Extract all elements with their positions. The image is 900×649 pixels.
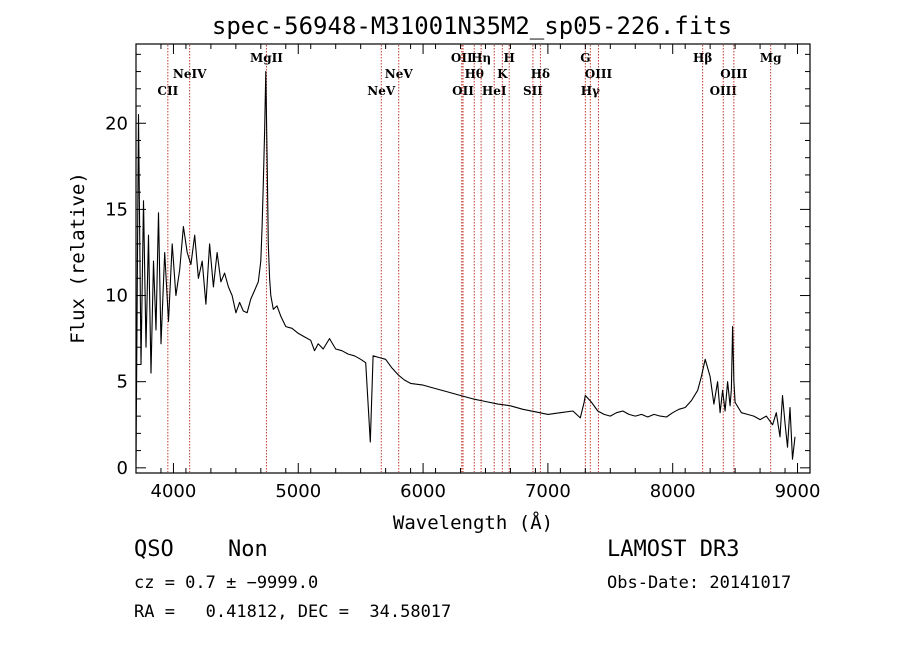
plot-frame xyxy=(135,43,811,474)
line-label-11: H xyxy=(504,51,515,65)
chart-title: spec-56948-M31001N35M2_sp05-226.fits xyxy=(212,12,732,40)
line-label-14: G xyxy=(580,51,590,65)
flux-line xyxy=(135,71,796,463)
line-label-0: CII xyxy=(157,84,178,98)
x-axis-label: Wavelength (Å) xyxy=(393,511,553,534)
line-label-2: MgII xyxy=(250,51,283,65)
x-tick-label-1: 5000 xyxy=(275,481,321,502)
line-label-16: OIII xyxy=(585,67,613,81)
line-label-9: HeI xyxy=(482,84,507,98)
x-tick-label-2: 6000 xyxy=(400,481,446,502)
survey-name: LAMOST DR3 xyxy=(607,537,740,562)
line-label-15: Hγ xyxy=(581,84,600,98)
y-tick-label-0: 0 xyxy=(117,458,128,479)
x-tick-label-4: 8000 xyxy=(650,481,696,502)
line-label-6: OII xyxy=(452,84,474,98)
object-class: QSO xyxy=(134,537,174,562)
coordinates: RA = 0.41812, DEC = 34.58017 xyxy=(134,602,452,622)
line-label-12: SII xyxy=(523,84,543,98)
line-label-17: Hβ xyxy=(693,51,712,65)
y-tick-label-1: 5 xyxy=(117,372,128,393)
x-tick-label-3: 7000 xyxy=(525,481,571,502)
observation-date: Obs-Date: 20141017 xyxy=(607,573,792,593)
object-subclass: Non xyxy=(228,537,268,562)
line-label-20: Mg xyxy=(760,51,782,65)
line-label-1: NeIV xyxy=(173,67,207,81)
x-tick-label-0: 4000 xyxy=(151,481,197,502)
line-label-7: Hθ xyxy=(465,67,484,81)
y-tick-label-2: 10 xyxy=(105,286,128,307)
redshift-cz: cz = 0.7 ± −9999.0 xyxy=(134,573,319,593)
line-label-10: K xyxy=(497,67,508,81)
flux-series xyxy=(135,71,796,463)
y-tick-label-4: 20 xyxy=(105,113,128,134)
line-label-13: Hδ xyxy=(531,67,550,81)
line-label-18: OIII xyxy=(710,84,738,98)
emission-line-markers: CII NeIV MgII NeV NeV OII OII Hθ Hη HeI KH SII Hδ G Hγ… xyxy=(157,45,782,472)
line-label-8: Hη xyxy=(471,51,491,65)
axis-ticks: 4000 5000 6000 7000 8000 9000 0 5 10 15 20 xyxy=(105,44,820,502)
x-tick-label-5: 9000 xyxy=(775,481,821,502)
line-label-19: OIII xyxy=(720,67,748,81)
y-tick-label-3: 15 xyxy=(105,199,128,220)
y-axis-label: Flux (relative) xyxy=(67,172,89,344)
line-label-4: NeV xyxy=(385,67,414,81)
line-label-5: OII xyxy=(451,51,473,65)
line-label-3: NeV xyxy=(367,84,396,98)
